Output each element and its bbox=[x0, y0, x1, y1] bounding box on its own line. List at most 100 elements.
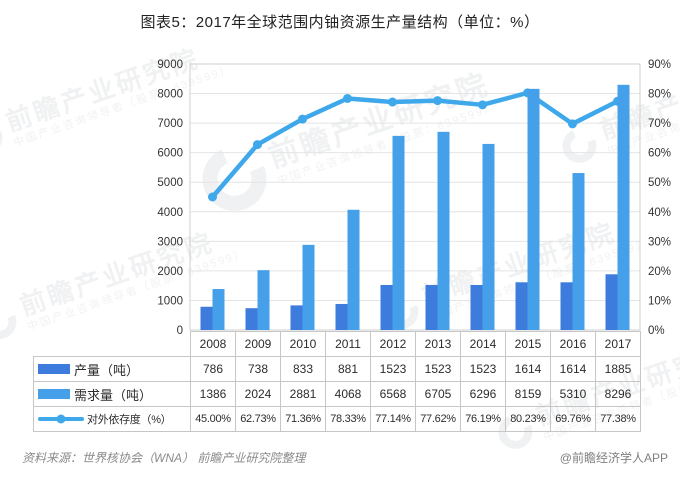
year-cell: 2016 bbox=[550, 331, 596, 357]
table-row: 需求量（吨） 1386 2024 2881 4068 6568 6705 6296 8159 53… bbox=[33, 381, 641, 407]
year-cell: 2017 bbox=[595, 331, 641, 357]
value-cell: 6296 bbox=[460, 381, 506, 407]
value-cell: 6568 bbox=[370, 381, 416, 407]
value-cell: 77.62% bbox=[415, 406, 461, 432]
legend-cell: 需求量（吨） bbox=[33, 381, 191, 407]
value-cell: 738 bbox=[235, 356, 281, 382]
demand-bar bbox=[212, 289, 225, 330]
value-cell: 881 bbox=[325, 356, 371, 382]
value-cell: 76.19% bbox=[460, 406, 506, 432]
value-cell: 6705 bbox=[415, 381, 461, 407]
production-bar bbox=[470, 284, 483, 330]
dependency-point bbox=[568, 119, 577, 129]
right-axis-tick-label: 90% bbox=[648, 59, 671, 71]
page-title: 图表5：2017年全球范围内铀资源生产量结构（单位：%） bbox=[140, 14, 540, 31]
value-cell: 77.14% bbox=[370, 406, 416, 432]
year-cell: 2010 bbox=[280, 331, 326, 357]
left-axis-tick-label: 9000 bbox=[157, 59, 183, 71]
dependency-point bbox=[253, 140, 262, 150]
right-axis-tick-label: 10% bbox=[648, 295, 671, 307]
legend-label: 对外依存度（%） bbox=[87, 414, 172, 426]
value-cell: 1386 bbox=[190, 381, 236, 407]
year-cell: 2013 bbox=[415, 331, 461, 357]
production-bar bbox=[200, 306, 213, 330]
demand-bar bbox=[572, 173, 585, 330]
demand-bar bbox=[617, 84, 630, 330]
value-cell: 69.76% bbox=[550, 406, 596, 432]
table-row-years: 2008 2009 2010 2011 2012 2013 2014 2015 2016 2017 bbox=[34, 331, 641, 357]
left-axis-tick-label: 5000 bbox=[157, 177, 183, 189]
value-cell: 1885 bbox=[595, 356, 641, 382]
production-bar bbox=[425, 284, 438, 330]
demand-bar bbox=[302, 244, 315, 330]
value-cell: 4068 bbox=[325, 381, 371, 407]
legend-label: 需求量（吨） bbox=[74, 387, 153, 403]
legend-line-swatch-icon bbox=[38, 414, 84, 424]
dependency-point bbox=[298, 114, 307, 124]
legend-bar-swatch-icon bbox=[38, 389, 70, 399]
left-axis-tick-label: 3000 bbox=[157, 236, 183, 248]
year-cell: 2015 bbox=[505, 331, 551, 357]
year-cell: 2009 bbox=[235, 331, 281, 357]
left-axis-tick-label: 1000 bbox=[157, 295, 183, 307]
value-cell: 5310 bbox=[550, 381, 596, 407]
demand-bar bbox=[392, 135, 405, 330]
demand-bar bbox=[527, 88, 540, 330]
value-cell: 1523 bbox=[460, 356, 506, 382]
left-axis-tick-label: 0 bbox=[177, 325, 183, 337]
production-bar bbox=[605, 274, 618, 330]
value-cell: 2024 bbox=[235, 381, 281, 407]
value-cell: 786 bbox=[190, 356, 236, 382]
left-axis-tick-label: 8000 bbox=[157, 89, 183, 101]
value-cell: 45.00% bbox=[190, 406, 236, 432]
plot-border bbox=[189, 63, 641, 331]
production-bar bbox=[290, 305, 303, 330]
demand-bar bbox=[347, 209, 360, 330]
table-row: 对外依存度（%） 45.00% 62.73% 71.36% 78.33% 77.14% 77… bbox=[33, 406, 641, 432]
value-cell: 77.38% bbox=[595, 406, 641, 432]
dependency-point bbox=[343, 93, 352, 103]
credit-note: @前瞻经济学人APP bbox=[559, 451, 668, 465]
value-cell: 2881 bbox=[280, 381, 326, 407]
value-cell: 78.33% bbox=[325, 406, 371, 432]
legend-cell: 对外依存度（%） bbox=[33, 406, 191, 432]
value-cell: 8159 bbox=[505, 381, 551, 407]
demand-bar bbox=[482, 143, 495, 330]
demand-bar bbox=[437, 131, 450, 330]
production-bar bbox=[335, 303, 348, 330]
right-axis-tick-label: 40% bbox=[648, 207, 671, 219]
year-cell: 2014 bbox=[460, 331, 506, 357]
production-bar bbox=[515, 282, 528, 330]
value-cell: 1614 bbox=[505, 356, 551, 382]
value-cell: 80.23% bbox=[505, 406, 551, 432]
dependency-point bbox=[478, 100, 487, 110]
year-cell: 2012 bbox=[370, 331, 416, 357]
left-axis-tick-label: 4000 bbox=[157, 207, 183, 219]
legend-cell: 产量（吨） bbox=[33, 356, 191, 382]
legend-line-marker-icon bbox=[56, 414, 66, 424]
left-axis-tick-label: 7000 bbox=[157, 118, 183, 130]
production-bar bbox=[380, 284, 393, 330]
table-corner-blank bbox=[34, 332, 191, 357]
demand-bar bbox=[257, 270, 270, 330]
table-row: 产量（吨） 786 738 833 881 1523 1523 1523 1614 1614 188… bbox=[33, 356, 641, 382]
production-bar bbox=[560, 282, 573, 330]
value-cell: 1523 bbox=[370, 356, 416, 382]
year-cell: 2011 bbox=[325, 331, 371, 357]
right-axis-tick-label: 60% bbox=[648, 148, 671, 160]
left-axis-tick-label: 6000 bbox=[157, 148, 183, 160]
dependency-line bbox=[210, 90, 620, 200]
left-axis-tick-label: 2000 bbox=[157, 266, 183, 278]
source-note: 资料来源：世界核协会（WNA） 前瞻产业研究院整理 bbox=[22, 451, 306, 465]
dependency-point bbox=[208, 192, 217, 202]
dependency-point bbox=[388, 97, 397, 107]
production-bar bbox=[245, 308, 258, 330]
right-axis-tick-label: 50% bbox=[648, 177, 671, 189]
right-axis-tick-label: 0% bbox=[648, 325, 665, 337]
right-axis-tick-label: 80% bbox=[648, 89, 671, 101]
value-cell: 833 bbox=[280, 356, 326, 382]
value-cell: 62.73% bbox=[235, 406, 281, 432]
data-table: 2008 2009 2010 2011 2012 2013 2014 2015 2016 2017… bbox=[33, 331, 641, 432]
combo-chart: 9000 90% 8000 80% 7000 70% 6000 60% 5000 50% 4000 4… bbox=[157, 59, 671, 337]
dependency-point bbox=[433, 96, 442, 106]
